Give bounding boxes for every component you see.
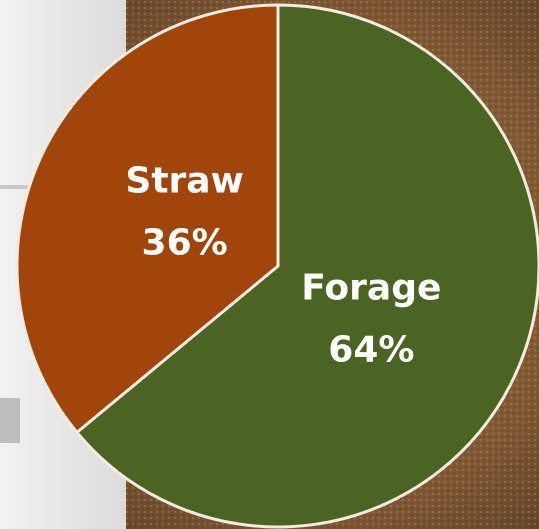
slice-name: Straw — [125, 161, 243, 202]
slice-value-label: 36% — [142, 223, 228, 264]
chart: Forage 64% Straw 36% — [0, 0, 539, 529]
pie: Forage 64% Straw 36% — [17, 5, 539, 527]
page: Forage64%Straw36% (() => { const data = … — [0, 0, 539, 529]
slice-name: Forage — [301, 267, 441, 308]
panel-block — [0, 398, 20, 443]
slice-value-label: 64% — [328, 329, 414, 370]
